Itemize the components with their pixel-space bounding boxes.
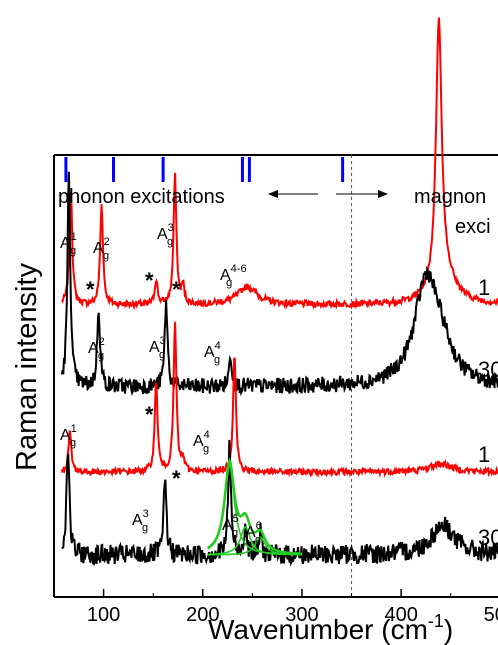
peak-label: A3 g xyxy=(157,222,174,248)
asterisk-mark: * xyxy=(86,277,95,302)
x-tick-label: 300 xyxy=(285,604,318,626)
asterisk-mark: * xyxy=(172,277,181,302)
peak-labels: A1 g A2 g A3 g A4-6 g A2 g A3 g A4 g A1 g A4 g A3 g A5 g A6 g * *… xyxy=(60,222,262,546)
asterisk-mark: * xyxy=(145,268,154,293)
x-axis-label-sup: -1 xyxy=(428,611,444,631)
spectra-lines: 1 30 1 30 xyxy=(60,17,498,567)
asterisk-mark: * xyxy=(145,402,154,427)
peak-label: A1 g xyxy=(60,231,77,257)
fit-sum xyxy=(207,457,302,555)
magnon-region-label-line1: magnon xyxy=(414,186,486,208)
spectrum-line xyxy=(61,17,498,311)
x-axis-ticks: 100 200 300 400 500 xyxy=(53,589,498,626)
x-axis-label-main: Wavenumber (cm xyxy=(208,614,428,645)
fit-component xyxy=(207,536,302,556)
x-tick-label: 100 xyxy=(87,604,120,626)
peak-label: A2 g xyxy=(88,336,105,362)
left-arrow-head xyxy=(268,190,278,198)
region-arrows xyxy=(268,190,388,198)
peak-label: A4-6 g xyxy=(220,263,247,289)
x-tick-label: 200 xyxy=(186,604,219,626)
x-axis-label: Wavenumber (cm-1) xyxy=(208,611,453,645)
magnon-region-label-line2: exci xyxy=(455,216,491,238)
spectrum-line xyxy=(60,171,498,397)
peak-label: A4 g xyxy=(204,340,221,366)
spectrum-line xyxy=(61,439,498,567)
x-tick-label: 400 xyxy=(384,604,417,626)
peak-label: A6 g xyxy=(245,520,262,546)
x-axis-label-end: ) xyxy=(444,614,453,645)
temperature-label: 1 xyxy=(478,442,490,467)
right-arrow-head xyxy=(378,190,388,198)
x-tick-label: 500 xyxy=(484,604,498,626)
phonon-region-label: phonon excitations xyxy=(58,186,225,208)
plot-frame xyxy=(53,154,498,598)
peak-label: A4 g xyxy=(193,429,210,455)
temperature-label: 30 xyxy=(478,357,498,382)
peak-label: A3 g xyxy=(132,508,149,534)
phonon-position-markers xyxy=(64,157,345,182)
peak-label: A1 g xyxy=(60,423,77,449)
fit-curves xyxy=(207,457,302,556)
temperature-label: 30 xyxy=(478,525,498,550)
y-axis-label: Raman intensity xyxy=(11,263,43,471)
spectrum-line xyxy=(60,321,498,479)
peak-label: A3 g xyxy=(149,335,166,361)
peak-label: A5 g xyxy=(222,513,239,539)
peak-label: A2 g xyxy=(93,236,110,262)
temperature-label: 1 xyxy=(478,275,490,300)
asterisk-mark: * xyxy=(172,466,181,491)
